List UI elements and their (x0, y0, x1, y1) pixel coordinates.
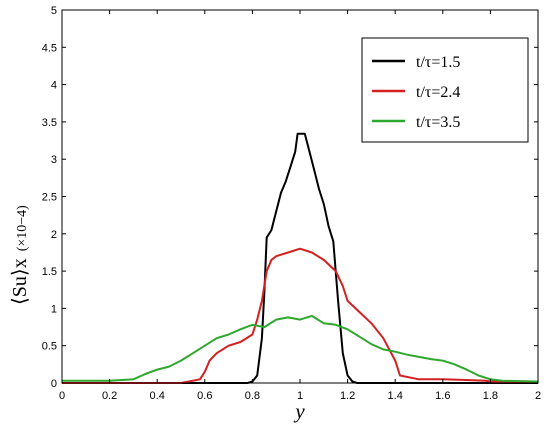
x-tick-label: 1.6 (435, 390, 450, 402)
x-tick-label: 1 (297, 390, 303, 402)
x-tick-label: 0.8 (245, 390, 260, 402)
y-axis-label-group: ⟨Su⟩x (×10−4) (9, 205, 31, 305)
x-tick-label: 1.8 (483, 390, 498, 402)
x-tick-label: 0.6 (197, 390, 212, 402)
series-line-2 (62, 247, 538, 384)
y-tick-label: 4 (51, 80, 57, 92)
y-tick-label: 0.5 (42, 341, 57, 353)
y-tick-label: 2 (51, 229, 57, 241)
y-axis-label: ⟨Su⟩x (×10−4) (9, 205, 31, 305)
y-axis-label-unit: (×10−4) (15, 205, 30, 251)
y-tick-label: 5 (51, 5, 57, 17)
series-layer (62, 132, 539, 384)
y-tick-label: 1.5 (42, 266, 57, 278)
y-tick-label: 0 (51, 378, 57, 390)
series-line-3 (62, 314, 539, 383)
y-axis-label-text: ⟨Su⟩x (9, 258, 31, 305)
legend-label-series-1: t/τ=1.5 (416, 54, 460, 71)
legend-label-series-3: t/τ=3.5 (416, 114, 460, 131)
x-tick-label: 0.4 (150, 390, 165, 402)
y-tick-label: 4.5 (42, 42, 57, 54)
x-tick-label: 0.2 (102, 390, 117, 402)
legend-label-series-2: t/τ=2.4 (416, 84, 460, 101)
x-axis-label: y (293, 399, 305, 423)
x-tick-label: 1.4 (388, 390, 403, 402)
legend: t/τ=1.5 t/τ=2.4 t/τ=3.5 (361, 37, 529, 143)
x-tick-label: 1.2 (340, 390, 355, 402)
ticks-layer: 0 0.2 0.4 0.6 0.8 1 1.2 1.4 1.6 1.8 2 0 0.5 1 1.5 2 2.5 3… (42, 5, 541, 402)
y-tick-label: 3.5 (42, 117, 57, 129)
y-tick-label: 2.5 (42, 192, 57, 204)
y-tick-label: 1 (51, 303, 57, 315)
x-tick-label: 0 (59, 390, 65, 402)
y-tick-label: 3 (51, 154, 57, 166)
x-tick-label: 2 (535, 390, 541, 402)
